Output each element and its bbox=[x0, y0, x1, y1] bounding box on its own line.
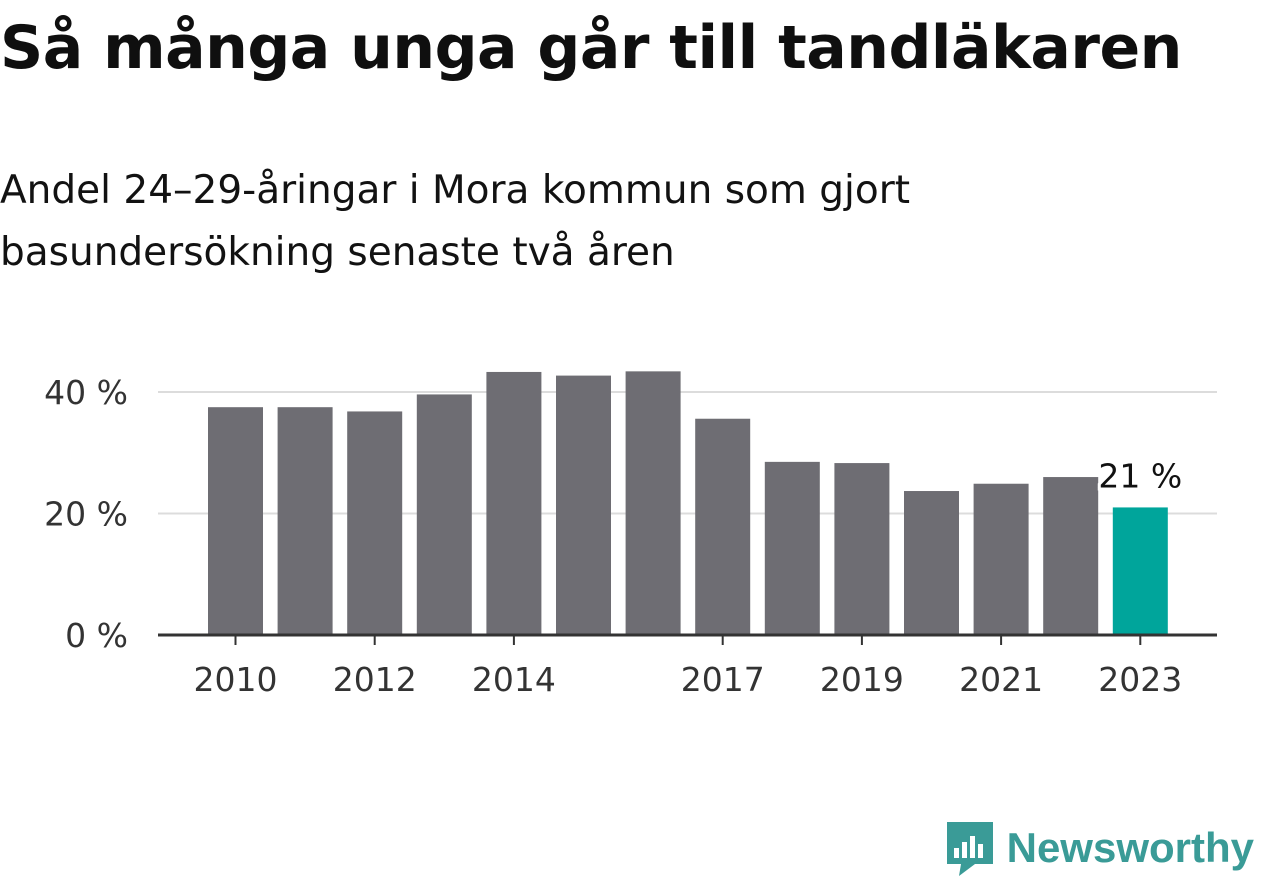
bars bbox=[208, 371, 1168, 635]
bar-2023 bbox=[1112, 507, 1168, 635]
bar-chart: 0 % 20 % 40 % 2010 2012 2014 2017 2019 2021 2023… bbox=[44, 371, 1217, 699]
y-axis-ticks: 0 % 20 % 40 % bbox=[44, 373, 128, 655]
x-tick-label: 2012 bbox=[333, 660, 417, 699]
bar-2010 bbox=[208, 407, 263, 635]
bar-2015 bbox=[556, 375, 611, 635]
y-tick-label: 20 % bbox=[44, 495, 128, 534]
bar-2018 bbox=[764, 461, 820, 635]
x-axis: 2010 2012 2014 2017 2019 2021 2023 bbox=[158, 633, 1217, 699]
brand-name: Newsworthy bbox=[1006, 824, 1254, 871]
data-label: 21 % bbox=[1098, 456, 1182, 495]
x-tick-label: 2023 bbox=[1098, 660, 1182, 699]
x-tick-label: 2021 bbox=[959, 660, 1043, 699]
x-tick-label: 2017 bbox=[681, 660, 765, 699]
y-tick-label: 0 % bbox=[65, 616, 128, 655]
bar-2014 bbox=[486, 371, 542, 635]
bar-2012 bbox=[347, 411, 403, 635]
bar-2016 bbox=[625, 371, 681, 635]
bar-2022 bbox=[1043, 477, 1099, 635]
y-tick-label: 40 % bbox=[44, 373, 128, 412]
bar-2013 bbox=[416, 394, 472, 635]
newsworthy-logo-icon bbox=[946, 822, 993, 876]
x-tick-label: 2010 bbox=[194, 660, 278, 699]
bar-2021 bbox=[973, 483, 1029, 635]
gridlines bbox=[158, 391, 1217, 515]
brand-logo: Newsworthy bbox=[945, 818, 1254, 878]
bar-2019 bbox=[834, 463, 890, 635]
data-labels: 21 % bbox=[1095, 453, 1185, 498]
x-tick-label: 2014 bbox=[472, 660, 556, 699]
chart-subtitle: Andel 24–29-åringar i Mora kommun som gj… bbox=[0, 168, 911, 275]
bar-2017 bbox=[695, 418, 751, 635]
x-tick-label: 2019 bbox=[820, 660, 904, 699]
bar-2020 bbox=[904, 491, 959, 635]
bar-2011 bbox=[277, 407, 333, 635]
chart-title: Så många unga går till tandläkaren bbox=[0, 13, 1182, 83]
